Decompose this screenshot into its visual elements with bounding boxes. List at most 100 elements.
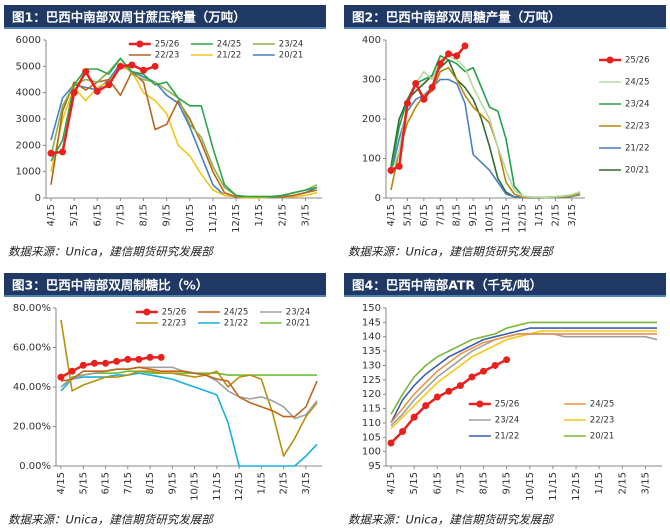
legend-label: 21/22 <box>217 51 242 61</box>
legend-label: 21/22 <box>625 144 650 154</box>
series-line <box>390 45 466 172</box>
data-point <box>146 353 154 361</box>
data-point <box>387 439 395 447</box>
panel-title: 图1：巴西中南部双周甘蔗压榨量（万吨） <box>12 10 246 25</box>
data-point <box>135 355 143 363</box>
x-tick-label: 12/15 <box>231 204 242 233</box>
x-tick-label: 4/15 <box>46 204 57 226</box>
data-point <box>387 166 395 174</box>
series-line <box>390 55 581 198</box>
panel-header <box>4 273 326 297</box>
data-point <box>116 62 124 70</box>
x-tick-label: 10/15 <box>485 204 496 233</box>
x-tick-label: 5/15 <box>409 472 420 494</box>
data-point <box>70 89 78 97</box>
x-tick-label: 6/15 <box>101 472 112 494</box>
x-tick-label: 3/15 <box>567 204 578 226</box>
x-tick-label: 9/15 <box>167 472 178 494</box>
data-point <box>399 428 407 436</box>
x-tick-label: 6/15 <box>432 472 443 494</box>
x-tick-label: 4/15 <box>56 472 67 494</box>
y-tick-label: 0.00% <box>19 461 51 472</box>
series-line <box>50 57 318 198</box>
x-tick-label: 5/15 <box>402 204 413 226</box>
data-point <box>151 62 159 70</box>
data-point <box>456 382 464 390</box>
panel-header <box>4 5 326 29</box>
data-point <box>113 357 121 365</box>
y-tick-label: 300 <box>362 75 381 86</box>
legend-label: 24/25 <box>224 308 249 318</box>
legend-label: 25/26 <box>155 40 180 50</box>
x-tick-label: 7/15 <box>455 472 466 494</box>
y-tick-label: 135 <box>362 346 381 357</box>
x-tick-label: 5/15 <box>78 472 89 494</box>
data-point <box>468 373 476 381</box>
legend-label: 25/26 <box>162 308 187 318</box>
data-point <box>90 359 98 367</box>
legend-label: 21/22 <box>495 432 520 442</box>
data-point <box>428 83 436 91</box>
y-tick-label: 115 <box>362 404 381 415</box>
series-line <box>390 59 581 199</box>
y-tick-label: 0 <box>35 193 41 204</box>
data-point <box>57 373 65 381</box>
data-point <box>93 87 101 95</box>
y-tick-label: 95 <box>368 461 381 472</box>
data-point <box>445 387 453 395</box>
source-note: 数据来源：Unica，建信期货研究发展部 <box>348 245 555 259</box>
data-point <box>124 355 132 363</box>
y-tick-label: 80.00% <box>13 303 51 314</box>
legend-marker <box>606 56 614 64</box>
x-tick-label: 11/15 <box>208 204 219 233</box>
legend-label: 23/24 <box>625 100 650 110</box>
y-tick-label: 40.00% <box>13 382 51 393</box>
legend-label: 20/21 <box>279 51 304 61</box>
legend-marker <box>143 308 151 316</box>
data-point <box>461 42 469 50</box>
panel-header <box>344 273 666 297</box>
y-tick-label: 100 <box>362 154 381 165</box>
y-tick-label: 60.00% <box>13 343 51 354</box>
source-note: 数据来源：Unica，建信期货研究发展部 <box>8 513 215 527</box>
data-point <box>436 60 444 68</box>
series-line <box>390 330 657 430</box>
y-tick-label: 140 <box>362 332 381 343</box>
series-line <box>390 327 657 424</box>
data-point <box>105 81 113 89</box>
data-point <box>445 50 453 58</box>
x-tick-label: 10/15 <box>185 204 196 233</box>
x-tick-label: 4/15 <box>386 204 397 226</box>
data-point <box>68 367 76 375</box>
y-tick-label: 5000 <box>16 61 41 72</box>
x-tick-label: 3/15 <box>640 472 651 494</box>
panel-header <box>344 5 666 29</box>
x-tick-label: 8/15 <box>139 204 150 226</box>
y-tick-label: 3000 <box>16 114 41 125</box>
x-tick-label: 3/15 <box>300 204 311 226</box>
y-tick-label: 200 <box>362 114 381 125</box>
header-accent <box>344 27 666 29</box>
x-tick-label: 2/15 <box>550 204 561 226</box>
x-tick-label: 12/15 <box>517 204 528 233</box>
series-line <box>60 372 318 467</box>
x-tick-label: 1/15 <box>534 204 545 226</box>
x-tick-label: 11/15 <box>212 472 223 501</box>
series-line <box>390 321 657 415</box>
y-tick-label: 0 <box>375 193 381 204</box>
data-point <box>157 353 165 361</box>
series-line <box>60 366 318 418</box>
panel-title: 图3：巴西中南部双周制糖比（%） <box>12 278 208 293</box>
y-tick-label: 145 <box>362 317 381 328</box>
y-tick-label: 110 <box>362 418 381 429</box>
legend-label: 20/21 <box>590 432 615 442</box>
x-tick-label: 1/15 <box>256 472 267 494</box>
data-point <box>395 162 403 170</box>
y-tick-label: 130 <box>362 360 381 371</box>
y-tick-label: 2000 <box>16 140 41 151</box>
legend-label: 25/26 <box>495 400 520 410</box>
x-tick-label: 12/15 <box>234 472 245 501</box>
legend-label: 20/21 <box>625 166 650 176</box>
legend-marker <box>136 40 144 48</box>
